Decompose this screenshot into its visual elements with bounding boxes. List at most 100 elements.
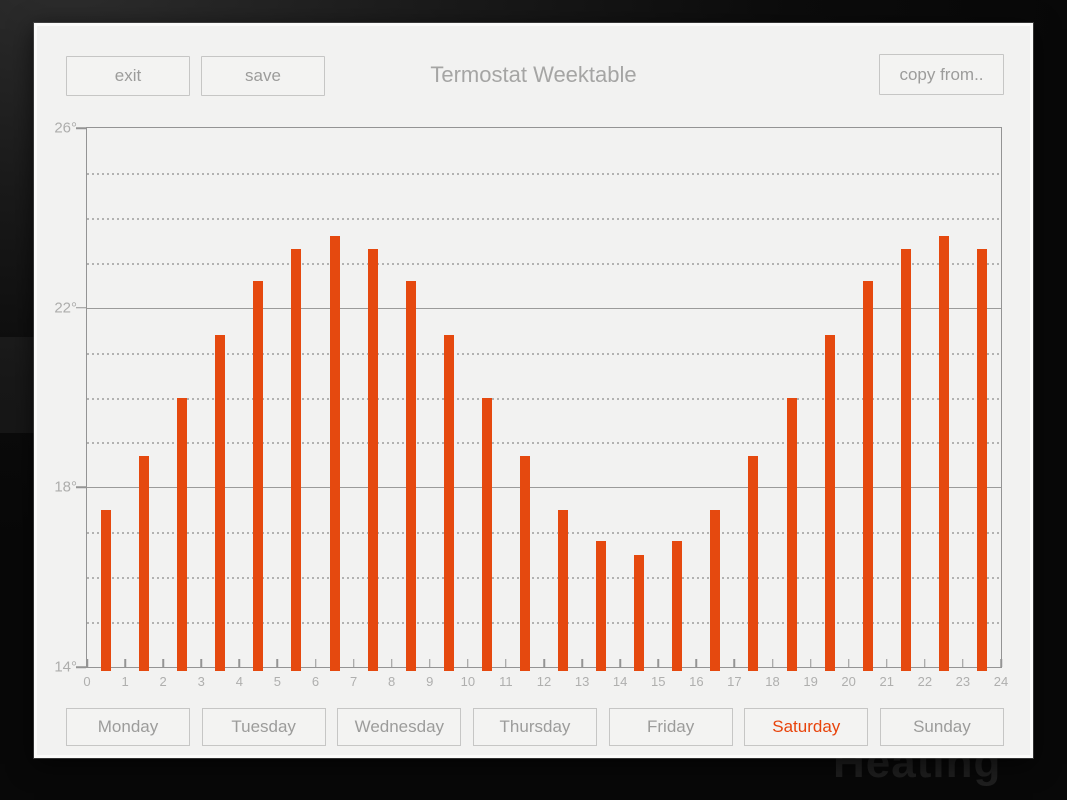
- day-button-thursday[interactable]: Thursday: [472, 708, 597, 746]
- x-axis-tick-7: [352, 659, 355, 667]
- hour-bar-12[interactable]: [558, 509, 569, 671]
- y-axis-label-26: 26°: [54, 119, 77, 137]
- x-axis-tick-3: [200, 659, 202, 667]
- x-axis-label-3: 3: [197, 674, 205, 689]
- x-axis-tick-9: [429, 659, 431, 667]
- x-axis-label-18: 18: [765, 674, 780, 689]
- weektable-window: exit save Termostat Weektable copy from.…: [34, 23, 1033, 758]
- x-axis-label-24: 24: [993, 674, 1009, 689]
- hour-bar-23[interactable]: [976, 249, 987, 671]
- hour-bar-15[interactable]: [672, 541, 683, 671]
- hour-bar-7[interactable]: [367, 249, 378, 671]
- x-axis-label-14: 14: [612, 674, 628, 689]
- x-axis-tick-12: [543, 659, 545, 667]
- hour-bar-21[interactable]: [900, 249, 911, 671]
- day-button-wednesday[interactable]: Wednesday: [337, 708, 462, 746]
- gridline-dashed-24: [87, 217, 1001, 220]
- hour-bar-22[interactable]: [938, 235, 949, 671]
- y-axis-tick-22: [76, 306, 86, 309]
- x-axis-label-15: 15: [651, 674, 666, 689]
- x-axis-tick-21: [886, 659, 888, 667]
- x-axis-tick-19: [809, 659, 812, 667]
- gridline-dashed-23: [87, 262, 1001, 265]
- hour-bar-17[interactable]: [748, 455, 759, 671]
- day-button-sunday[interactable]: Sunday: [879, 708, 1004, 746]
- exit-button[interactable]: exit: [66, 56, 190, 96]
- hour-bar-14[interactable]: [634, 554, 645, 671]
- y-axis-label-18: 18°: [54, 478, 77, 496]
- x-axis-tick-0: [86, 659, 88, 667]
- plot-area: 26° 22° 18° 14° 0 1 2 3 4 5 6 7 8 9 10 11 12 13 14 15 16 17 18…: [54, 120, 1008, 690]
- hour-bar-5[interactable]: [291, 249, 302, 671]
- page-title: Termostat Weektable: [430, 62, 637, 87]
- hour-bar-3[interactable]: [215, 334, 226, 671]
- x-axis-label-2: 2: [159, 674, 167, 689]
- x-axis-label-4: 4: [235, 674, 243, 689]
- x-axis-label-17: 17: [727, 674, 742, 689]
- x-axis-tick-13: [581, 659, 583, 667]
- hour-bar-19[interactable]: [824, 334, 835, 671]
- x-axis-label-21: 21: [879, 674, 894, 689]
- save-button[interactable]: save: [201, 56, 325, 96]
- x-axis-tick-17: [733, 659, 736, 667]
- day-button-tuesday[interactable]: Tuesday: [201, 708, 326, 746]
- x-axis-label-6: 6: [311, 674, 320, 689]
- x-axis-tick-20: [847, 659, 850, 667]
- x-axis-tick-5: [276, 659, 279, 667]
- x-axis-label-1: 1: [121, 674, 129, 689]
- hour-bar-18[interactable]: [786, 397, 797, 671]
- x-axis-label-13: 13: [574, 674, 590, 689]
- x-axis-tick-22: [924, 659, 926, 667]
- x-axis-tick-11: [505, 659, 507, 667]
- day-button-saturday[interactable]: Saturday: [744, 708, 869, 746]
- hour-bar-1[interactable]: [139, 455, 150, 671]
- hour-bar-11[interactable]: [519, 455, 530, 671]
- x-axis-tick-6: [314, 659, 317, 667]
- day-button-friday[interactable]: Friday: [608, 708, 733, 746]
- x-axis-tick-15: [657, 659, 659, 667]
- y-axis-label-14: 14°: [54, 658, 77, 676]
- x-axis-label-22: 22: [917, 674, 933, 689]
- copy-from-button[interactable]: copy from..: [879, 54, 1004, 95]
- y-axis-tick-14: [76, 666, 86, 668]
- x-axis-label-10: 10: [460, 674, 476, 689]
- hour-bar-16[interactable]: [710, 509, 721, 671]
- hour-bar-10[interactable]: [481, 397, 492, 671]
- y-axis-tick-26: [76, 127, 86, 129]
- hour-bar-8[interactable]: [405, 280, 416, 671]
- hour-bar-13[interactable]: [596, 541, 607, 671]
- x-axis-tick-24: [1000, 659, 1002, 667]
- x-axis-tick-1: [124, 659, 126, 667]
- day-button-monday[interactable]: Monday: [66, 708, 190, 746]
- hour-bar-2[interactable]: [177, 397, 188, 671]
- x-axis-label-19: 19: [803, 674, 818, 689]
- x-axis-tick-18: [771, 659, 774, 667]
- hour-bar-0[interactable]: [101, 509, 112, 671]
- x-axis-label-12: 12: [536, 674, 552, 689]
- y-axis-label-22: 22°: [54, 299, 77, 317]
- y-axis-tick-18: [76, 486, 86, 489]
- x-axis-label-9: 9: [426, 674, 434, 689]
- background-glow-band: [0, 337, 34, 433]
- x-axis-label-0: 0: [83, 674, 91, 689]
- hour-bar-9[interactable]: [443, 334, 454, 671]
- hour-bar-4[interactable]: [253, 280, 264, 671]
- x-axis-label-8: 8: [388, 674, 396, 689]
- day-buttons-row: Monday Tuesday Wednesday Thursday Friday Satu…: [66, 708, 1004, 746]
- x-axis-tick-16: [695, 659, 698, 667]
- x-axis-tick-23: [962, 659, 964, 667]
- x-axis-label-11: 11: [499, 674, 513, 689]
- hour-bar-20[interactable]: [862, 280, 873, 671]
- x-axis-tick-10: [467, 659, 469, 667]
- x-axis-tick-14: [619, 659, 621, 667]
- x-axis-label-23: 23: [955, 674, 971, 689]
- x-axis-label-20: 20: [841, 674, 856, 689]
- x-axis-label-5: 5: [273, 674, 282, 689]
- x-axis-tick-2: [162, 659, 164, 667]
- x-axis-tick-4: [238, 659, 241, 667]
- hour-bar-6[interactable]: [329, 235, 340, 671]
- gridline-dashed-25: [87, 172, 1001, 175]
- x-axis-label-7: 7: [349, 674, 358, 689]
- x-axis-tick-8: [390, 659, 393, 667]
- x-axis-label-16: 16: [689, 674, 704, 689]
